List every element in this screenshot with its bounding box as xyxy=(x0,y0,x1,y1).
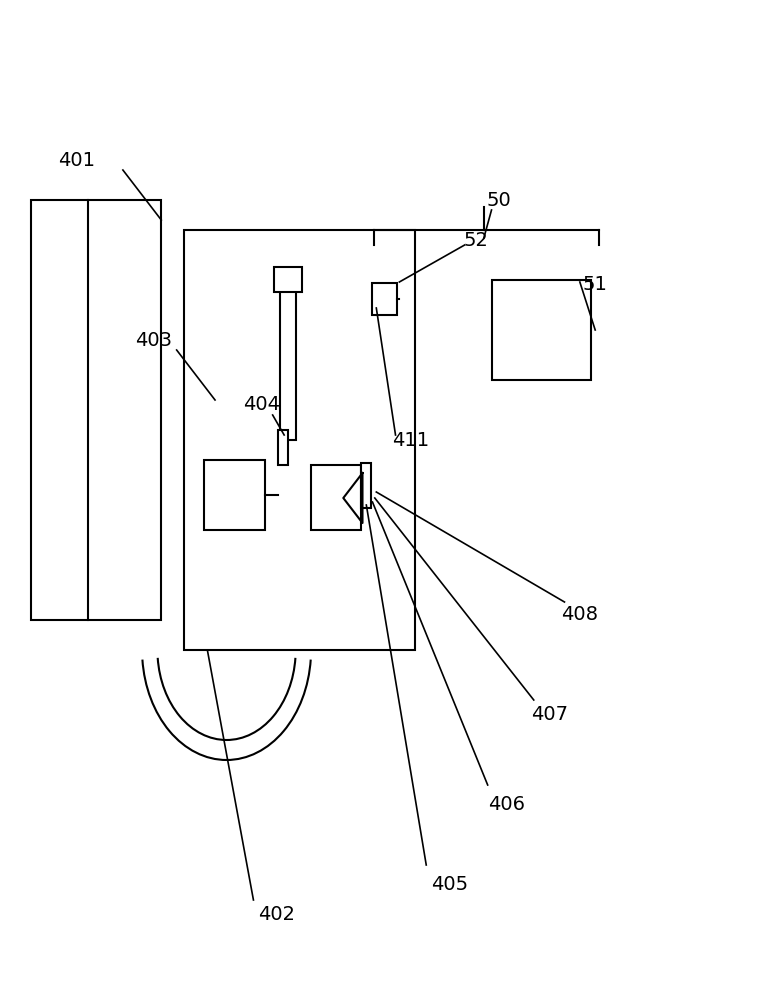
Bar xyxy=(274,267,302,292)
Text: 411: 411 xyxy=(392,430,429,450)
Bar xyxy=(361,463,371,508)
Text: 402: 402 xyxy=(258,906,295,924)
Bar xyxy=(311,465,361,530)
Bar xyxy=(372,283,397,315)
Bar xyxy=(280,280,296,440)
Text: 408: 408 xyxy=(561,605,598,624)
Text: 404: 404 xyxy=(243,395,280,414)
Bar xyxy=(492,280,591,380)
Text: 405: 405 xyxy=(431,876,468,894)
Text: 406: 406 xyxy=(488,796,525,814)
Bar xyxy=(278,430,288,465)
Bar xyxy=(184,230,415,650)
Text: 51: 51 xyxy=(583,275,607,294)
Text: 403: 403 xyxy=(135,330,172,350)
Text: 52: 52 xyxy=(464,231,488,249)
Text: 407: 407 xyxy=(531,706,568,724)
Text: 401: 401 xyxy=(58,150,95,169)
Text: 50: 50 xyxy=(487,190,511,210)
Bar xyxy=(31,200,161,620)
Bar xyxy=(204,460,265,530)
